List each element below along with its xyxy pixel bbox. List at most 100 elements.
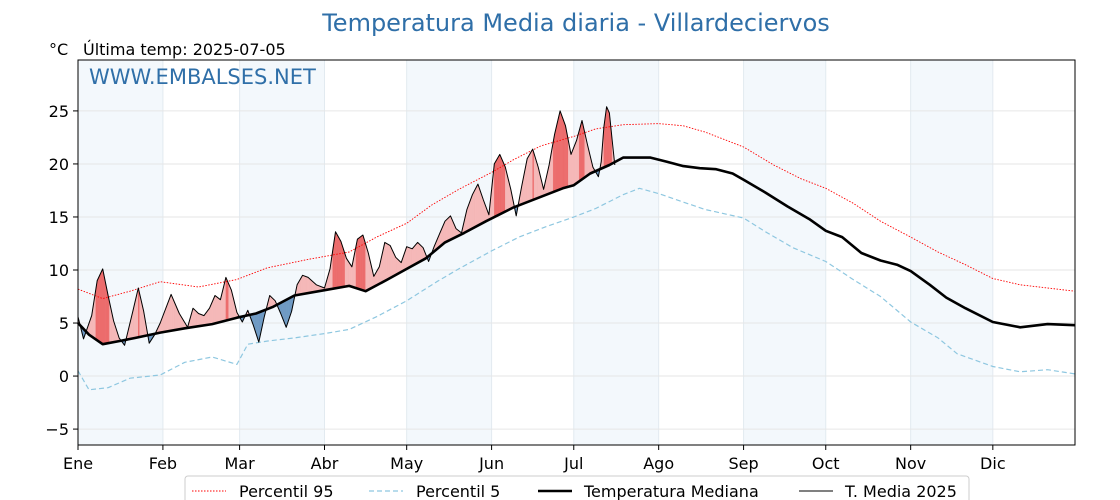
fill-above-median	[581, 120, 584, 180]
fill-above-median	[347, 259, 350, 287]
fill-above-median	[407, 246, 410, 269]
fill-above-median	[532, 149, 535, 201]
fill-above-median	[168, 297, 170, 332]
fill-above-median	[391, 248, 394, 278]
fill-above-median	[574, 140, 577, 185]
fill-above-median	[339, 238, 342, 288]
fill-above-median	[192, 307, 195, 328]
fill-above-median	[390, 245, 392, 279]
fill-above-median	[555, 122, 558, 192]
fill-above-median	[499, 154, 502, 215]
fill-above-median	[213, 295, 216, 324]
month-bands	[78, 60, 993, 445]
x-tick-label: May	[390, 454, 423, 473]
x-tick-label: Mar	[225, 454, 256, 473]
legend-label-p95: Percentil 95	[239, 482, 334, 500]
fill-above-median	[138, 287, 140, 338]
fill-above-median	[502, 160, 505, 214]
fill-above-median	[607, 109, 610, 166]
fill-above-median	[392, 251, 395, 277]
fill-above-median	[410, 247, 413, 268]
fill-above-median	[338, 235, 340, 289]
fill-above-median	[526, 155, 529, 203]
fill-above-median	[473, 189, 476, 229]
fill-above-median	[448, 215, 451, 241]
y-tick-label: 10	[49, 261, 69, 280]
fill-above-median	[336, 233, 339, 289]
x-tick-label: Sep	[729, 454, 759, 473]
fill-above-median	[342, 245, 344, 288]
fill-above-median	[576, 135, 579, 184]
fill-above-median	[365, 243, 368, 292]
fill-above-median	[606, 106, 609, 167]
fill-above-median	[366, 248, 369, 291]
fill-above-median	[364, 239, 366, 292]
fill-above-median	[229, 286, 232, 320]
month-band	[573, 60, 659, 445]
y-tick-label: 5	[59, 314, 69, 333]
x-tick-label: Jul	[563, 454, 583, 473]
fill-above-median	[228, 283, 231, 321]
fill-above-median	[572, 147, 574, 186]
fill-above-median	[561, 114, 564, 190]
fill-above-median	[309, 278, 312, 294]
legend-box	[184, 475, 970, 500]
fill-above-median	[562, 118, 565, 189]
month-band	[910, 60, 993, 445]
p5-line	[77, 187, 1076, 391]
fill-above-median	[417, 241, 420, 264]
fill-above-median	[172, 297, 175, 331]
fill-above-median	[269, 294, 272, 309]
median-line	[77, 156, 1076, 346]
x-tick-label: Ago	[643, 454, 674, 473]
fill-above-median	[503, 163, 506, 213]
fill-above-median	[305, 276, 307, 294]
fill-above-median	[173, 300, 176, 331]
fill-above-median	[418, 243, 421, 263]
x-tick-label: Abr	[311, 454, 339, 473]
fill-above-median	[218, 298, 221, 323]
x-tick-label: Nov	[895, 454, 926, 473]
fill-above-median	[348, 261, 351, 287]
x-tick-label: Jun	[478, 454, 504, 473]
y-tick-label: 0	[59, 367, 69, 386]
fill-above-median	[311, 280, 314, 293]
fill-above-median	[361, 234, 364, 291]
fill-above-median	[101, 268, 103, 345]
fill-above-median	[472, 191, 474, 229]
plot-frame	[77, 59, 1076, 446]
fill-above-median	[227, 280, 229, 321]
fill-above-median	[303, 275, 306, 295]
fill-above-median	[136, 287, 139, 338]
fill-above-median	[169, 294, 172, 332]
fill-above-median	[103, 275, 106, 345]
fill-above-median	[99, 271, 102, 344]
fill-above-median	[102, 268, 105, 345]
fill-above-median	[387, 243, 390, 280]
fill-above-median	[202, 314, 205, 326]
fill-above-median	[335, 231, 338, 289]
y-tick-label: 15	[49, 208, 69, 227]
fill-above-median	[196, 311, 199, 327]
fill-above-median	[406, 246, 409, 270]
x-tick-label: Ene	[63, 454, 93, 473]
y-unit-label: °C	[49, 40, 68, 59]
fill-above-median	[207, 307, 210, 325]
legend-label-2025: T. Media 2025	[844, 482, 957, 500]
fill-above-median	[498, 153, 501, 216]
fill-above-median	[444, 219, 447, 243]
fill-above-median	[362, 234, 365, 292]
legend-label-median: Temperatura Mediana	[583, 482, 759, 500]
fill-above-median	[414, 243, 417, 265]
fill-above-median	[479, 188, 481, 226]
fill-above-median	[446, 218, 448, 243]
fill-above-median	[306, 276, 309, 294]
fill-above-median	[563, 121, 566, 189]
fill-above-median	[554, 128, 557, 192]
current-year-line	[77, 106, 616, 346]
fill-above-median	[535, 158, 537, 200]
fill-above-median	[343, 249, 346, 288]
fill-above-median	[573, 143, 576, 186]
month-band	[743, 60, 826, 445]
fill-above-median	[533, 153, 536, 200]
